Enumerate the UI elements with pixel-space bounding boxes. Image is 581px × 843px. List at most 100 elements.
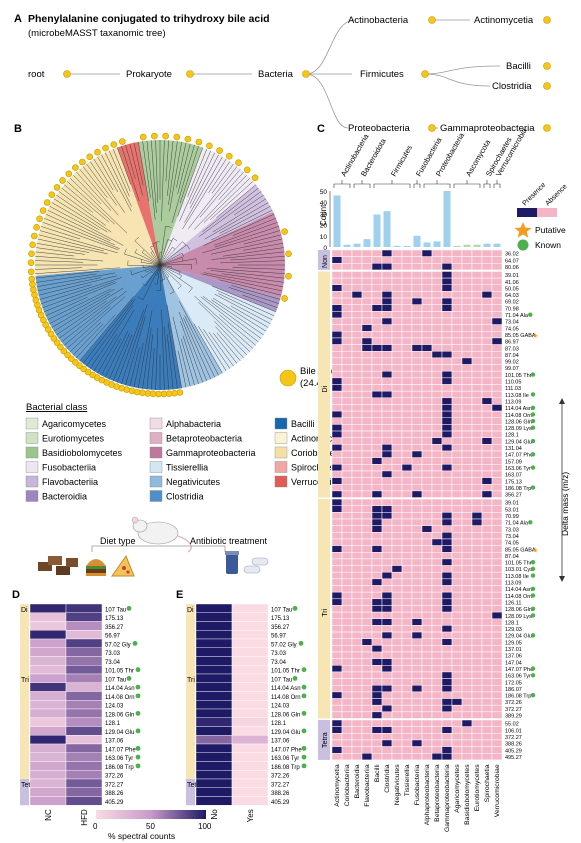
presence-cell [431, 249, 443, 257]
presence-cell [411, 578, 423, 586]
heat-cell [65, 743, 103, 753]
presence-cell [491, 351, 503, 359]
presence-cell [371, 638, 383, 646]
presence-cell [431, 410, 443, 419]
presence-cell [381, 578, 393, 586]
presence-cell [361, 304, 373, 312]
tree-tip-dot [226, 152, 233, 160]
tree-tip-dot [65, 170, 73, 178]
presence-cell [341, 753, 353, 761]
presence-cell [351, 464, 363, 472]
presence-cell [391, 571, 403, 580]
presence-cell [431, 444, 443, 452]
presence-cell [351, 698, 363, 706]
presence-cell [371, 311, 383, 319]
mass-label: 107 Tau [105, 677, 126, 683]
presence-cell [411, 726, 423, 734]
heat-cell [65, 656, 103, 666]
presence-cell [481, 364, 493, 372]
presence-cell [371, 558, 383, 566]
presence-cell [411, 598, 423, 606]
presence-cell [381, 538, 393, 546]
presence-cell [431, 450, 443, 458]
condition-label: Yes [246, 809, 255, 822]
class-swatch [149, 461, 163, 473]
presence-cell [331, 733, 343, 741]
presence-cell [391, 457, 403, 465]
presence-cell [451, 658, 463, 666]
presence-cell [471, 711, 483, 719]
presence-cell [401, 377, 413, 385]
heat-cell [65, 770, 103, 780]
presence-cell [361, 311, 373, 319]
presence-cell [331, 532, 343, 540]
presence-cell [461, 578, 473, 586]
known-marker [135, 684, 141, 690]
presence-cell [491, 271, 503, 279]
presence-cell [461, 277, 473, 286]
presence-cell [461, 505, 473, 513]
presence-cell [411, 665, 423, 673]
presence-cell [441, 498, 453, 506]
heat-cell [195, 708, 233, 718]
presence-cell [451, 490, 463, 498]
presence-cell [441, 370, 453, 379]
presence-cell [331, 618, 343, 626]
presence-cell [421, 545, 433, 553]
heat-cell [231, 647, 269, 657]
tree-tip-dot [206, 142, 213, 150]
presence-legend-label: Presence [521, 181, 547, 207]
presence-cell [471, 364, 483, 372]
presence-cell [491, 605, 503, 613]
presence-cell [441, 739, 453, 747]
class-swatch [149, 446, 163, 459]
tree-tip-dot [53, 184, 61, 191]
presence-cell [451, 484, 463, 492]
mass-label: 128.1 [505, 433, 519, 439]
class-name: Spirochaetia [291, 463, 341, 473]
presence-cell [381, 377, 393, 385]
presence-cell [491, 665, 503, 673]
tree-tip-dot [151, 132, 158, 140]
known-marker [126, 605, 132, 611]
bar-y-tick: 40 [320, 200, 328, 207]
section-label: Tetra [187, 782, 203, 789]
presence-cell [381, 598, 393, 606]
presence-cell [461, 726, 473, 734]
presence-cell [471, 753, 483, 761]
presence-cell [451, 450, 463, 458]
presence-cell [481, 284, 493, 292]
presence-cell [481, 591, 493, 600]
tree-tip-dot [27, 259, 35, 267]
colorbar-label: % spectral counts [108, 831, 175, 841]
count-bar [363, 239, 371, 247]
mass-label: 80.06 [505, 265, 519, 271]
presence-cell [371, 317, 383, 325]
presence-cell [371, 512, 383, 520]
presence-cell [361, 384, 373, 392]
presence-cell [381, 625, 393, 633]
presence-cell [351, 424, 363, 432]
presence-cell [491, 505, 503, 513]
presence-cell [331, 404, 343, 412]
presence-cell [341, 464, 353, 472]
presence-cell [481, 611, 493, 619]
presence-cell [391, 410, 403, 419]
presence-cell [421, 337, 433, 345]
presence-cell [401, 304, 413, 312]
presence-cell [351, 611, 363, 619]
presence-cell [391, 344, 403, 352]
presence-cell [341, 249, 353, 257]
class-name: Eurotiomycetes [42, 434, 105, 444]
presence-cell [471, 297, 483, 305]
tree-tip-dot [72, 164, 79, 171]
presence-cell [391, 611, 403, 619]
presence-cell [491, 470, 503, 478]
section-label: Tri [21, 677, 29, 684]
mass-label: 41.06 [505, 280, 519, 286]
tree-tip-dot [235, 159, 242, 166]
presence-cell [461, 558, 473, 566]
presence-cell [441, 631, 453, 639]
presence-cell [381, 665, 393, 673]
heat-cell [29, 778, 67, 788]
